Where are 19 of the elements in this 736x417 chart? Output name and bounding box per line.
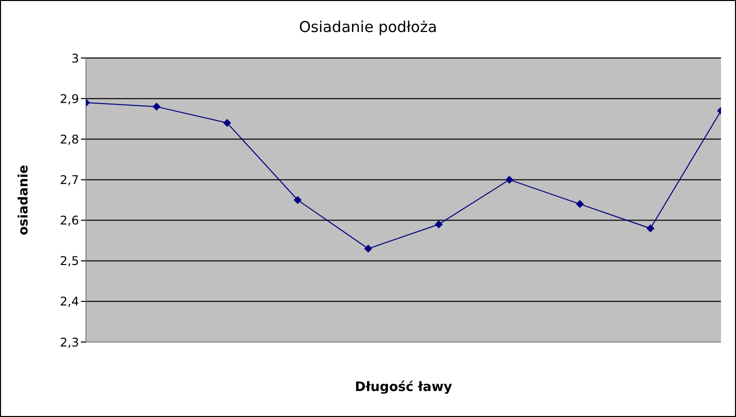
y-tick-label: 2,8 (60, 132, 79, 146)
y-tick-label: 2,5 (60, 254, 79, 268)
y-tick-label: 3 (71, 51, 79, 66)
y-axis-title: osiadanie (16, 164, 32, 236)
y-tick-label: 2,6 (60, 214, 79, 228)
y-tick-label: 2,3 (60, 335, 79, 350)
point (364, 244, 372, 253)
y-tick-label: 2,9 (60, 92, 79, 106)
point (223, 118, 232, 127)
y-tick-label: 2,4 (60, 294, 79, 309)
point (152, 102, 161, 111)
y-tick-label: 2,7 (60, 172, 79, 187)
point (646, 224, 654, 232)
point (505, 176, 514, 184)
chart-title: Osiadanie podłoża (298, 18, 438, 36)
point (434, 220, 443, 228)
point (294, 196, 302, 204)
point (576, 200, 584, 208)
x-axis-title: Długość ławy (354, 380, 454, 395)
